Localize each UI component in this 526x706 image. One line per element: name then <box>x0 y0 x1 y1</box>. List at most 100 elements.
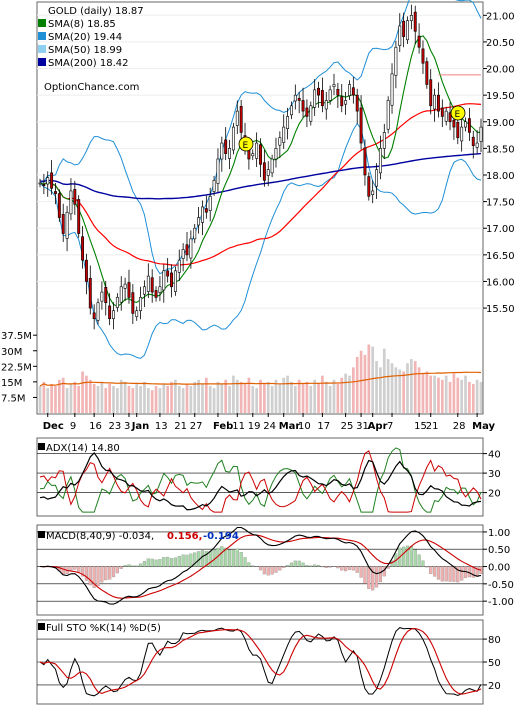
macd-label: MACD(8,40,9) -0.034, <box>46 531 154 542</box>
candle <box>96 298 100 325</box>
candle-body <box>425 61 429 85</box>
macd-histogram-bar <box>452 566 456 582</box>
price-tick-label: 18.50 <box>486 144 515 155</box>
volume-bar <box>77 386 81 413</box>
volume-bar <box>425 371 429 413</box>
candle-body <box>309 105 313 122</box>
volume-bar <box>340 377 344 413</box>
x-tick-label: 13 <box>155 421 168 432</box>
candle-body <box>406 20 409 41</box>
candle <box>127 269 131 304</box>
candle <box>375 163 379 199</box>
candle <box>115 293 119 312</box>
candle <box>181 243 185 272</box>
candle-body <box>324 100 328 110</box>
candle <box>119 276 123 311</box>
volume-bar <box>433 375 436 413</box>
candle <box>42 173 46 195</box>
candle <box>123 277 127 302</box>
price-tick-label: 15.50 <box>486 304 515 315</box>
candle-body <box>100 291 104 302</box>
volume-bar <box>390 363 394 413</box>
candle-body <box>81 236 85 261</box>
macd-histogram-bar <box>189 553 193 567</box>
candle <box>224 127 228 161</box>
adx-line <box>39 451 482 511</box>
candle <box>88 265 92 315</box>
macd-histogram-bar <box>173 557 177 567</box>
volume-bar <box>464 375 467 413</box>
volume-bar <box>135 383 139 413</box>
candle-body <box>197 217 201 226</box>
candle <box>309 101 313 126</box>
sto-axis: 80 50 20 <box>483 635 501 692</box>
volume-bar <box>475 379 479 413</box>
candle-body <box>460 126 464 142</box>
price-tick-label: 16.50 <box>486 251 515 262</box>
candle <box>282 114 286 149</box>
volume-average-line <box>39 371 482 387</box>
macd-histogram-bar <box>123 565 127 567</box>
candle <box>444 106 448 126</box>
price-tick-label: 19.50 <box>486 91 515 102</box>
macd-histogram-bar <box>285 565 290 567</box>
macd-histogram-bar <box>243 557 247 567</box>
candle-body <box>127 282 131 298</box>
candle <box>413 5 417 45</box>
candle-body <box>170 272 173 288</box>
indicator-tick-label: 20 <box>488 681 501 692</box>
macd-histogram-bar <box>316 564 321 567</box>
volume-bar <box>143 381 146 413</box>
indicator-tick-label: 0.50 <box>488 545 510 556</box>
candle <box>475 130 479 154</box>
volume-bar <box>398 369 402 413</box>
candle-body <box>305 107 309 117</box>
candle <box>216 148 220 193</box>
volume-bar <box>158 388 162 413</box>
volume-bar <box>243 383 247 413</box>
macd-histogram-bar <box>135 565 139 567</box>
volume-bar <box>232 375 235 413</box>
candle <box>259 138 262 178</box>
legend-sma20: SMA(20) 19.44 <box>48 32 122 43</box>
price-tick-label: 19.00 <box>486 118 515 129</box>
candle <box>406 16 409 45</box>
candle <box>390 63 394 114</box>
x-tick-label: Feb <box>213 421 233 432</box>
volume-bar <box>108 383 111 413</box>
macd-signal-line <box>39 534 482 599</box>
candle-body <box>448 112 452 123</box>
candle <box>46 171 50 197</box>
volume-bar <box>413 361 417 413</box>
volume-bar <box>154 386 158 413</box>
volume-bar <box>274 379 278 413</box>
candle <box>220 136 224 172</box>
candle-body <box>239 106 243 133</box>
candle-body <box>367 176 371 197</box>
volume-bar <box>382 348 386 413</box>
volume-tick-label: 15M <box>1 378 22 389</box>
macd-histogram-bar <box>390 560 394 567</box>
indicator-tick-label: -1.00 <box>488 597 514 608</box>
watermark: OptionChance.com <box>44 82 139 93</box>
candle-body <box>351 87 355 96</box>
volume-bar <box>57 379 61 413</box>
candle-body <box>456 121 460 139</box>
candle-body <box>409 15 413 21</box>
volume-bar <box>301 383 305 413</box>
volume-bar <box>131 388 135 413</box>
candle-body <box>371 190 375 195</box>
x-tick-label: 16 <box>89 421 102 432</box>
candle-body <box>38 182 42 185</box>
candle-body <box>452 119 456 128</box>
macd-histogram-bar <box>80 566 85 577</box>
candle-body <box>139 297 143 312</box>
macd-histogram-bar <box>444 566 448 582</box>
price-panel-frame <box>36 1 484 415</box>
volume-bar <box>375 361 378 413</box>
macd-histogram-bar <box>251 565 255 567</box>
volume-bar <box>54 386 57 413</box>
candle <box>363 139 367 186</box>
volume-bar <box>189 386 193 413</box>
candle-body <box>359 107 363 144</box>
